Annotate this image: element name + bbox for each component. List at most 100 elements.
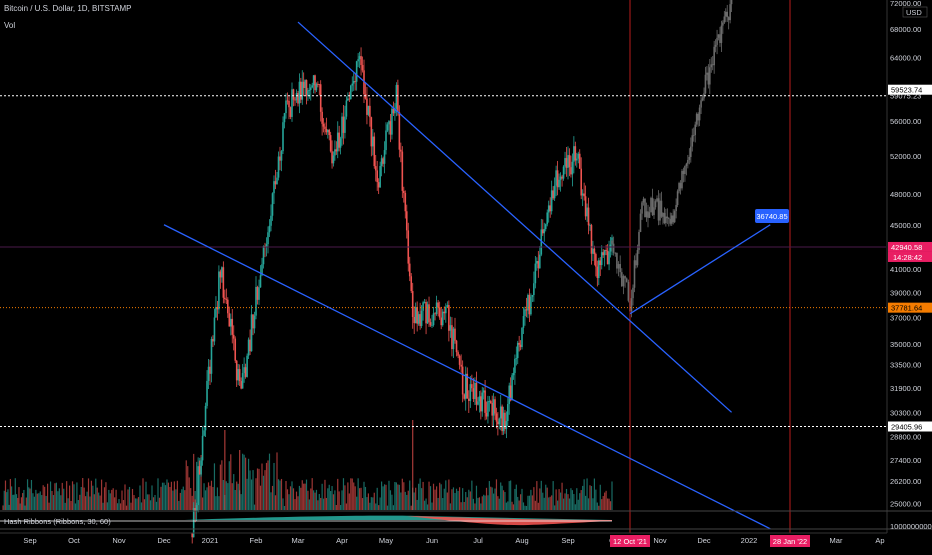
volume-bar	[370, 497, 372, 510]
candle-body	[474, 382, 476, 400]
volume-bar	[181, 489, 183, 510]
candle-body	[583, 193, 585, 197]
volume-bar	[201, 497, 204, 510]
projection-candle-body	[611, 240, 613, 244]
candle-body	[489, 401, 492, 403]
volume-bar	[17, 497, 19, 510]
volume-bar	[279, 480, 281, 510]
volume-bar	[137, 497, 140, 510]
volume-bar	[485, 487, 488, 510]
candle-body	[360, 56, 362, 66]
volume-bar	[307, 490, 309, 510]
volume-bar	[115, 489, 117, 510]
candle-body	[522, 316, 525, 328]
event-date-label: 12 Oct '21	[613, 537, 647, 546]
candle-body	[584, 196, 587, 217]
candle-body	[570, 167, 572, 175]
candle-body	[195, 505, 198, 511]
volume-bar	[80, 486, 82, 510]
volume-bar	[359, 488, 361, 510]
candle-body	[288, 100, 290, 108]
projection-candle-body	[714, 44, 717, 47]
candle-body	[274, 181, 277, 185]
volume-bar	[363, 481, 365, 510]
volume-bar	[592, 498, 594, 510]
candle-body	[215, 307, 217, 318]
volume-bar	[60, 495, 62, 510]
volume-bar	[264, 470, 266, 510]
countdown-label: 14:28:42	[893, 253, 922, 262]
candle-body	[508, 385, 511, 405]
candle-body	[497, 421, 499, 425]
projection-candle-body	[627, 281, 630, 301]
volume-bar	[391, 494, 393, 510]
countdown-tag	[888, 251, 932, 262]
volume-bar	[151, 485, 153, 510]
volume-bar	[308, 499, 310, 510]
candle-body	[348, 98, 351, 100]
candle-body	[531, 295, 534, 297]
volume-bar	[400, 492, 402, 510]
candle-body	[267, 232, 269, 245]
volume-bar	[598, 505, 600, 510]
volume-bar	[534, 500, 536, 510]
volume-bar	[39, 491, 41, 510]
volume-bar	[521, 488, 523, 510]
x-tick-label: Jun	[426, 536, 438, 545]
candle-body	[405, 211, 408, 231]
candle-body	[355, 61, 358, 82]
x-tick-label: Mar	[292, 536, 305, 545]
candle-body	[234, 338, 237, 361]
volume-bar	[425, 498, 427, 510]
candle-body	[422, 302, 424, 311]
volume-bar	[23, 489, 25, 510]
volume-bar	[388, 480, 390, 510]
candle-body	[457, 352, 459, 356]
volume-bar	[549, 496, 551, 510]
volume-bar	[222, 480, 224, 510]
candle-body	[331, 151, 333, 164]
volume-bar	[48, 502, 50, 510]
candle-body	[224, 297, 226, 300]
projection-candle-body	[707, 72, 710, 85]
candle-body	[481, 392, 484, 412]
volume-bar	[140, 502, 143, 510]
candle-body	[212, 338, 214, 342]
candle-body	[237, 369, 239, 381]
volume-bar	[288, 494, 290, 510]
volume-bar	[280, 478, 283, 510]
volume-bar	[109, 493, 111, 510]
candle-body	[227, 299, 229, 314]
volume-bar	[233, 474, 235, 510]
volume-bar	[44, 486, 46, 510]
candle-body	[487, 401, 489, 417]
volume-bar	[224, 430, 226, 510]
candle-body	[364, 94, 367, 99]
price-tick-label: 31900.00	[890, 384, 921, 393]
volume-bar	[277, 479, 280, 510]
candle-body	[367, 105, 370, 115]
price-level-tag	[888, 84, 932, 95]
volume-bar	[203, 483, 205, 510]
volume-bar	[398, 484, 400, 510]
candle-body	[345, 100, 348, 117]
projection-candle-body	[654, 201, 657, 208]
volume-bar	[136, 498, 138, 510]
projection-candle-body	[659, 200, 661, 221]
candle-body	[519, 344, 522, 348]
candle-body	[376, 170, 378, 183]
candle-body	[478, 396, 481, 402]
candle-body	[469, 384, 472, 401]
symbol-title[interactable]: Bitcoin / U.S. Dollar, 1D, BITSTAMP	[4, 4, 132, 13]
candle-body	[448, 305, 450, 331]
volume-bar	[225, 481, 227, 510]
volume-bar	[543, 497, 545, 510]
candle-body	[477, 401, 479, 405]
volume-bar	[331, 486, 333, 510]
candle-body	[216, 307, 219, 310]
volume-bar	[491, 487, 493, 510]
volume-bar	[298, 485, 301, 510]
volume-bar	[611, 481, 613, 510]
hash-ribbon-green	[184, 515, 612, 520]
